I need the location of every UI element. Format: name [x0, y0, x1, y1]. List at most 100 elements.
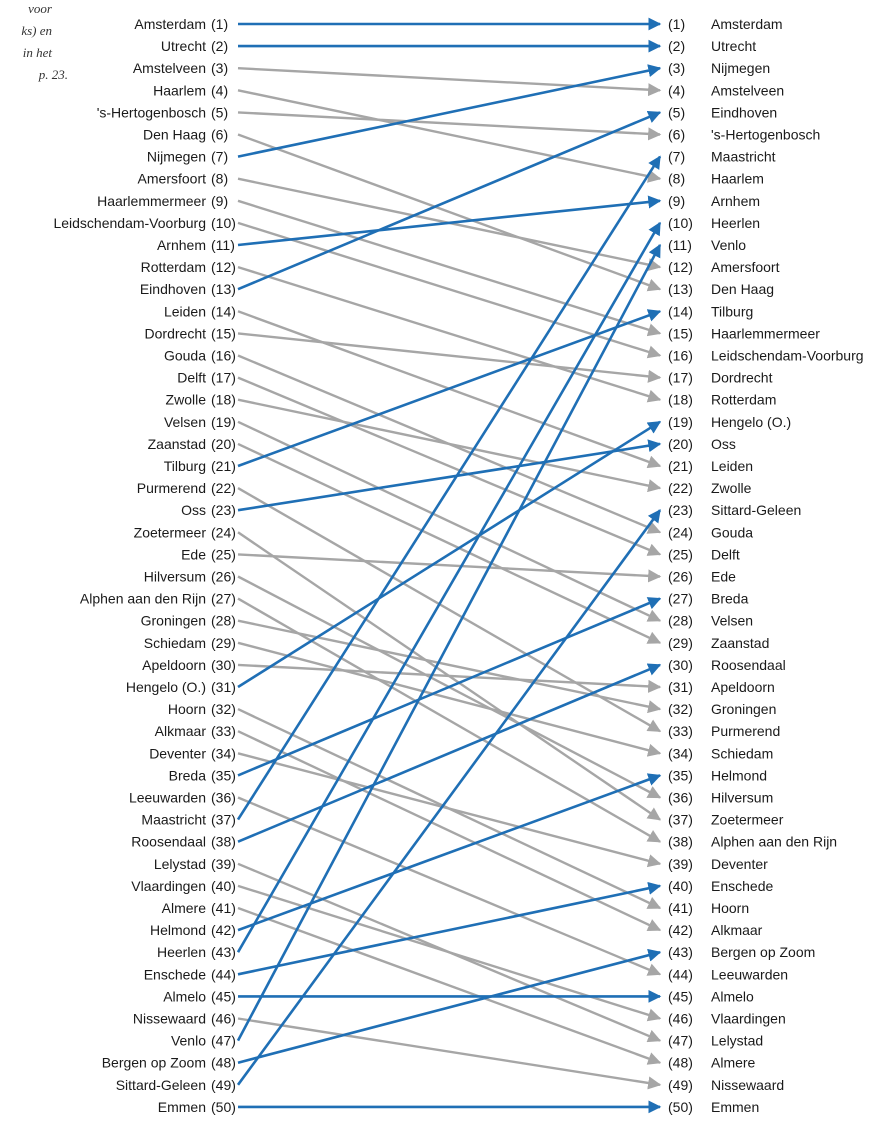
rank-down-arrow — [237, 111, 662, 141]
left-rank: (2) — [211, 38, 228, 54]
rank-down-arrow — [237, 1017, 662, 1090]
left-city-name: Nissewaard — [133, 1011, 206, 1027]
right-city-name: Emmen — [711, 1099, 759, 1115]
right-rank: (27) — [668, 591, 693, 607]
left-rank: (46) — [211, 1011, 236, 1027]
left-city-name: Apeldoorn — [142, 657, 206, 673]
left-column: Amsterdam (1) Utrecht (2) Amstelveen (3) Haarl… — [53, 16, 235, 1115]
left-city-name: Deventer — [149, 745, 206, 761]
left-city-name: Sittard-Geleen — [116, 1077, 206, 1093]
right-rank: (34) — [668, 745, 693, 761]
left-rank: (30) — [211, 657, 236, 673]
right-city-name: Hilversum — [711, 790, 773, 806]
rank-down-arrow — [237, 398, 662, 493]
left-city-name: Purmerend — [137, 480, 206, 496]
right-rank: (39) — [668, 856, 693, 872]
right-rank: (20) — [668, 436, 693, 452]
right-rank: (16) — [668, 348, 693, 364]
right-rank: (50) — [668, 1099, 693, 1115]
right-city-name: Amersfoort — [711, 259, 780, 275]
left-rank: (20) — [211, 436, 236, 452]
left-rank: (48) — [211, 1055, 236, 1071]
rank-up-arrow — [237, 948, 662, 1064]
left-city-name: Groningen — [141, 613, 206, 629]
right-city-name: Delft — [711, 546, 740, 562]
left-city-name: Haarlem — [153, 82, 206, 98]
left-city-name: Zoetermeer — [134, 524, 207, 540]
right-rank: (23) — [668, 502, 693, 518]
right-city-name: Venlo — [711, 237, 746, 253]
left-city-name: Lelystad — [154, 856, 206, 872]
right-rank: (45) — [668, 988, 693, 1004]
right-rank: (4) — [668, 82, 685, 98]
left-rank: (31) — [211, 679, 236, 695]
left-city-name: Den Haag — [143, 127, 206, 143]
right-city-name: Gouda — [711, 524, 753, 540]
left-rank: (28) — [211, 613, 236, 629]
rank-down-arrow — [237, 752, 662, 868]
right-rank: (22) — [668, 480, 693, 496]
left-city-name: Nijmegen — [147, 149, 206, 165]
right-city-name: Ede — [711, 569, 736, 585]
left-city-name: Zwolle — [166, 392, 207, 408]
right-column: (1) Amsterdam (2) Utrecht (3) Nijmegen (4) Amst… — [668, 16, 864, 1115]
left-rank: (8) — [211, 171, 228, 187]
right-rank: (48) — [668, 1055, 693, 1071]
right-rank: (35) — [668, 767, 693, 783]
left-city-name: Haarlemmermeer — [97, 193, 206, 209]
right-city-name: Purmerend — [711, 723, 780, 739]
left-city-name: Emmen — [158, 1099, 206, 1115]
rank-down-arrow — [237, 487, 662, 733]
rank-up-arrow — [237, 439, 662, 512]
left-city-name: Alphen aan den Rijn — [80, 591, 206, 607]
left-city-name: Helmond — [150, 922, 206, 938]
left-rank: (4) — [211, 82, 228, 98]
right-rank: (28) — [668, 613, 693, 629]
left-rank: (18) — [211, 392, 236, 408]
right-rank: (25) — [668, 546, 693, 562]
rank-down-arrow — [237, 332, 662, 383]
right-rank: (2) — [668, 38, 685, 54]
left-rank: (3) — [211, 60, 228, 76]
right-rank: (12) — [668, 259, 693, 275]
right-city-name: Lelystad — [711, 1033, 763, 1049]
left-rank: (9) — [211, 193, 228, 209]
right-rank: (49) — [668, 1077, 693, 1093]
left-city-name: Vlaardingen — [131, 878, 206, 894]
left-city-name: Breda — [169, 767, 207, 783]
right-rank: (47) — [668, 1033, 693, 1049]
right-city-name: Deventer — [711, 856, 768, 872]
right-rank: (29) — [668, 635, 693, 651]
left-rank: (42) — [211, 922, 236, 938]
left-rank: (11) — [211, 237, 235, 253]
left-city-name: Leiden — [164, 303, 206, 319]
right-city-name: Haarlemmermeer — [711, 325, 820, 341]
rank-down-arrow — [237, 663, 662, 693]
left-rank: (33) — [211, 723, 236, 739]
left-rank: (5) — [211, 104, 228, 120]
right-city-name: Bergen op Zoom — [711, 944, 815, 960]
right-city-name: Hoorn — [711, 900, 749, 916]
rank-down-arrow — [237, 199, 662, 337]
right-rank: (11) — [668, 237, 692, 253]
right-city-name: Maastricht — [711, 149, 776, 165]
left-rank: (37) — [211, 812, 236, 828]
left-rank: (49) — [211, 1077, 236, 1093]
left-rank: (22) — [211, 480, 236, 496]
left-rank: (35) — [211, 767, 236, 783]
left-city-name: Arnhem — [157, 237, 206, 253]
right-city-name: 's-Hertogenbosch — [711, 127, 820, 143]
right-rank: (19) — [668, 414, 693, 430]
left-city-name: Gouda — [164, 348, 206, 364]
right-rank: (36) — [668, 790, 693, 806]
left-rank: (36) — [211, 790, 236, 806]
left-rank: (40) — [211, 878, 236, 894]
blue-arrows-group — [236, 17, 662, 1114]
left-city-name: Delft — [177, 370, 206, 386]
right-rank: (10) — [668, 215, 693, 231]
rank-down-arrow — [237, 89, 662, 183]
left-rank: (6) — [211, 127, 228, 143]
right-city-name: Apeldoorn — [711, 679, 775, 695]
left-rank: (13) — [211, 281, 236, 297]
right-city-name: Arnhem — [711, 193, 760, 209]
